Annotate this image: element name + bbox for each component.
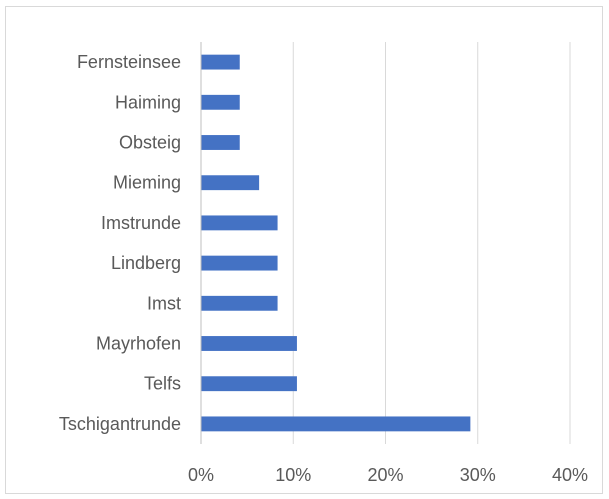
bar bbox=[201, 215, 278, 231]
value-axis-labels: 0% 10% 20% 30% 40% bbox=[188, 465, 588, 485]
category-label: Lindberg bbox=[111, 253, 181, 273]
category-label: Fernsteinsee bbox=[77, 52, 181, 72]
tick-label: 30% bbox=[460, 465, 496, 485]
tick-label: 0% bbox=[188, 465, 214, 485]
bar bbox=[201, 336, 297, 351]
bar-series bbox=[201, 54, 471, 432]
category-label: Imst bbox=[147, 293, 181, 313]
category-label: Imstrunde bbox=[101, 213, 181, 233]
tick-label: 10% bbox=[275, 465, 311, 485]
bar bbox=[201, 255, 278, 271]
bar bbox=[201, 416, 471, 432]
category-label: Haiming bbox=[115, 92, 181, 112]
category-label: Mieming bbox=[113, 173, 181, 193]
category-label: Mayrhofen bbox=[96, 334, 181, 354]
bar bbox=[201, 94, 240, 110]
bar bbox=[201, 175, 260, 191]
bar bbox=[201, 54, 240, 70]
category-label: Obsteig bbox=[119, 133, 181, 153]
tick-label: 20% bbox=[367, 465, 403, 485]
bar bbox=[201, 295, 278, 311]
category-label: Tschigantrunde bbox=[59, 414, 181, 434]
bar bbox=[201, 135, 240, 150]
category-labels: Fernsteinsee Haiming Obsteig Mieming Imstrun… bbox=[59, 52, 181, 434]
tick-label: 40% bbox=[552, 465, 588, 485]
chart-area bbox=[5, 6, 603, 494]
category-label: Telfs bbox=[144, 374, 181, 394]
bar bbox=[201, 376, 297, 392]
gridlines bbox=[292, 42, 571, 444]
